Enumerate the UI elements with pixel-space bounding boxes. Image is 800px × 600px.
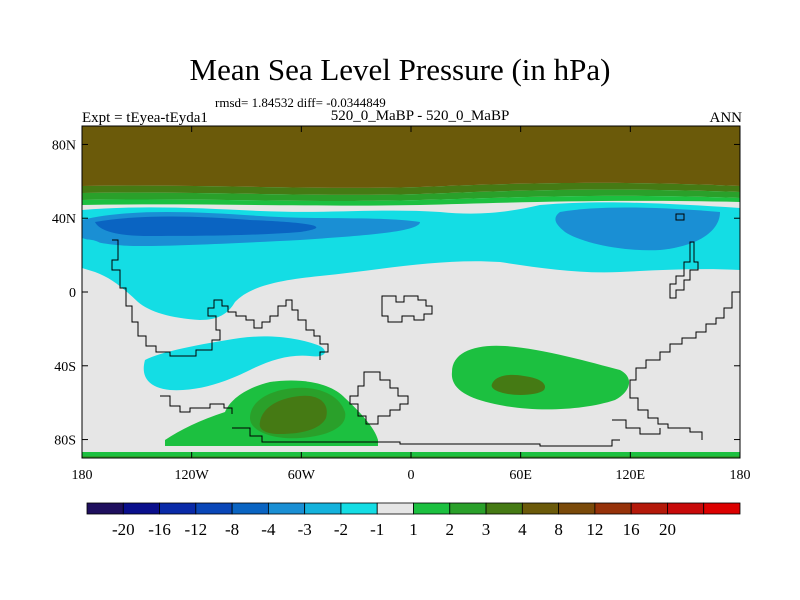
colorbar-swatch	[521, 502, 560, 515]
colorbar-label: -2	[334, 520, 348, 539]
west-edge-low	[82, 239, 108, 268]
lon-tick-label: 180	[72, 468, 93, 483]
colorbar-swatch	[703, 502, 741, 515]
colorbar-swatch	[159, 502, 197, 515]
lon-tick-label: 60E	[509, 468, 532, 483]
lon-tick-label: 60W	[288, 468, 316, 483]
chart-title: Mean Sea Level Pressure (in hPa)	[189, 52, 611, 87]
arctic-ring-dark-green	[82, 182, 740, 195]
colorbar-label: -4	[261, 520, 276, 539]
south-atlantic-low	[143, 336, 325, 391]
lon-tick-label: 0	[408, 468, 415, 483]
colorbar-swatch	[413, 502, 451, 515]
lon-tick-label: 180	[730, 468, 751, 483]
stats-label: rmsd= 1.84532 diff= -0.0344849	[215, 95, 386, 110]
colorbar-swatch	[449, 502, 487, 515]
lat-tick-label: 80N	[52, 138, 76, 153]
colorbar-label: 20	[659, 520, 676, 539]
colorbar-label: 1	[409, 520, 418, 539]
colorbar-swatch	[594, 502, 632, 515]
new-zealand-coastline	[612, 419, 661, 435]
south-pacific-high-core	[259, 395, 327, 434]
colorbar: -20 -16 -12 -8 -4 -3 -2 -1 1 2 3 4 8 12 16 20	[86, 502, 741, 539]
experiment-label: Expt = tEyea-tEyda1	[82, 110, 208, 126]
colorbar-swatch	[630, 502, 668, 515]
colorbar-label: -1	[370, 520, 384, 539]
colorbar-swatch	[340, 502, 378, 515]
europe-coastline	[381, 295, 433, 323]
colorbar-swatch	[667, 502, 705, 515]
north-low-core	[95, 216, 317, 236]
colorbar-swatch	[86, 502, 124, 515]
island-coastline	[675, 213, 685, 221]
colorbar-label: 12	[586, 520, 603, 539]
indian-ocean-high-core	[491, 374, 546, 395]
center-label: 520_0_MaBP - 520_0_MaBP	[330, 108, 510, 124]
colorbar-swatch	[485, 502, 523, 515]
colorbar-label: 16	[623, 520, 640, 539]
arctic-ring-light-green	[82, 195, 740, 206]
asia-east-coastline	[669, 241, 699, 299]
colorbar-label: 2	[446, 520, 455, 539]
lon-tick-label: 120W	[175, 468, 210, 483]
colorbar-swatch	[376, 502, 414, 515]
colorbar-swatch	[267, 502, 306, 515]
longitude-axis: 180 120W 60W 0 60E 120E 180	[72, 126, 751, 483]
arctic-ring-green	[82, 189, 740, 201]
latitude-axis: 80N 40N 0 40S 80S	[52, 138, 740, 449]
indian-ocean-high	[451, 345, 630, 410]
colorbar-swatch	[304, 502, 342, 515]
arctic-high-field	[82, 126, 740, 188]
lat-tick-label: 80S	[54, 434, 76, 449]
map-fields	[82, 126, 740, 458]
lon-tick-label: 120E	[616, 468, 646, 483]
colorbar-label: -20	[112, 520, 135, 539]
colorbar-swatch	[231, 502, 269, 515]
lat-tick-label: 0	[69, 286, 76, 301]
africa-coastline	[349, 371, 409, 425]
lat-tick-label: 40S	[54, 360, 76, 375]
colorbar-label: -12	[184, 520, 207, 539]
antarctica-coastline	[232, 427, 620, 447]
colorbar-label: -16	[148, 520, 171, 539]
colorbar-label: 4	[518, 520, 527, 539]
colorbar-label: -8	[225, 520, 239, 539]
season-label: ANN	[709, 110, 743, 126]
colorbar-swatch	[558, 502, 596, 515]
colorbar-swatch	[122, 502, 160, 515]
south-america-tip	[160, 395, 233, 414]
americas-coastline	[111, 239, 329, 360]
australia-coastline	[629, 291, 740, 440]
colorbar-label: -3	[298, 520, 312, 539]
north-pacific-low-mid	[555, 207, 720, 251]
lat-tick-label: 40N	[52, 212, 76, 227]
colorbar-label: 3	[482, 520, 491, 539]
colorbar-label: 8	[554, 520, 563, 539]
colorbar-swatch	[195, 502, 233, 515]
coastlines	[111, 213, 740, 447]
